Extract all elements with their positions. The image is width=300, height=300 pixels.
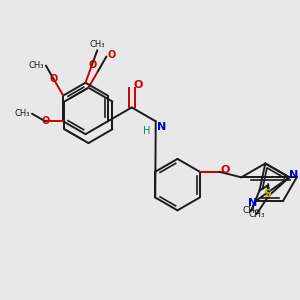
- Text: S: S: [263, 189, 272, 199]
- Text: H: H: [143, 126, 151, 136]
- Text: CH₃: CH₃: [248, 210, 265, 219]
- Text: O: O: [107, 50, 116, 59]
- Text: O: O: [134, 80, 143, 90]
- Text: O: O: [220, 165, 230, 175]
- Text: N: N: [289, 170, 298, 180]
- Text: N: N: [248, 198, 257, 208]
- Text: O: O: [41, 116, 49, 126]
- Text: CH₃: CH₃: [90, 40, 105, 49]
- Text: CH₃: CH₃: [14, 109, 30, 118]
- Text: CH₃: CH₃: [242, 206, 259, 215]
- Text: O: O: [88, 59, 97, 70]
- Text: CH₃: CH₃: [28, 61, 44, 70]
- Text: O: O: [50, 74, 58, 84]
- Text: N: N: [157, 122, 166, 132]
